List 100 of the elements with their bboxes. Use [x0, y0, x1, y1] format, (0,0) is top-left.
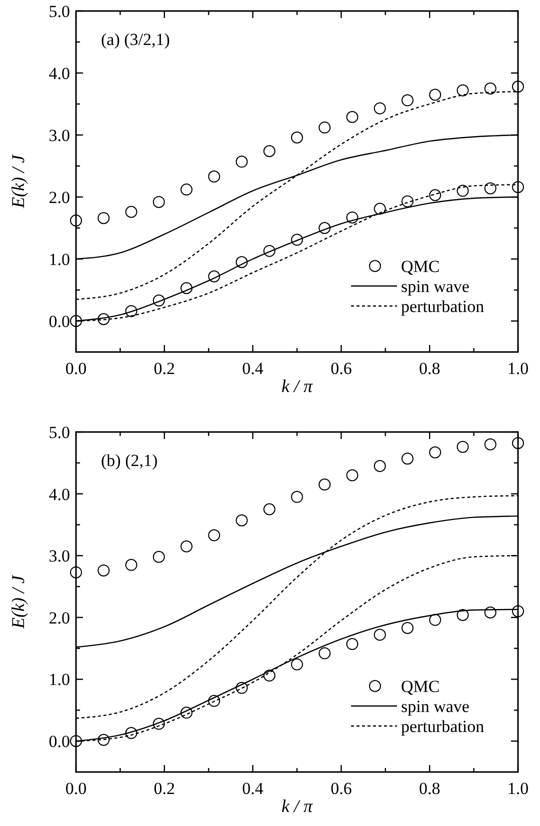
point — [70, 214, 82, 227]
legend-label: perturbation — [401, 296, 485, 316]
x-tick-label: 0.6 — [330, 779, 352, 798]
y-tick-label: 1.0 — [48, 670, 70, 690]
x-tick-label: 0.8 — [418, 779, 440, 798]
point — [346, 469, 358, 482]
point — [512, 437, 524, 450]
point — [402, 94, 414, 106]
y-tick-label: 4.0 — [48, 64, 70, 83]
point — [152, 294, 165, 307]
point — [125, 206, 138, 218]
x-tick-label: 0.2 — [154, 779, 176, 798]
point — [346, 111, 358, 124]
y-tick-label: 0.0 — [48, 312, 70, 331]
x-tick-label: 1.0 — [507, 779, 529, 798]
point — [374, 102, 386, 114]
point — [456, 608, 469, 621]
point — [484, 82, 496, 94]
point — [291, 490, 303, 503]
y-tick-label: 5.0 — [48, 2, 70, 21]
x-tick-label: 0.6 — [330, 359, 352, 378]
point — [318, 122, 331, 134]
point — [236, 514, 248, 526]
point — [208, 170, 220, 183]
point — [318, 222, 331, 234]
point — [70, 566, 82, 578]
point — [346, 211, 358, 224]
point — [98, 313, 110, 326]
point — [152, 196, 165, 208]
point — [374, 628, 386, 641]
point — [236, 256, 248, 268]
x-tick-label: 1.0 — [507, 359, 529, 378]
y-tick-label: 2.0 — [48, 608, 70, 628]
point — [429, 446, 442, 458]
point — [125, 558, 138, 571]
point — [125, 727, 138, 740]
point — [180, 706, 192, 719]
legend-label: spin wave — [401, 696, 470, 716]
y-tick-label: 0.0 — [48, 732, 70, 752]
point — [152, 550, 165, 563]
point — [263, 244, 276, 257]
y-tick-label: 3.0 — [48, 126, 70, 145]
point — [236, 156, 248, 168]
x-tick-label: 0.0 — [65, 359, 87, 378]
legend-label: QMC — [401, 676, 440, 696]
y-tick-label: 3.0 — [48, 546, 70, 566]
y-tick-label: 4.0 — [48, 484, 70, 504]
point — [429, 88, 442, 101]
text: (b) (2,1) — [101, 451, 158, 470]
point — [318, 478, 331, 491]
y-tick-label: 5.0 — [48, 422, 70, 442]
point — [180, 540, 192, 552]
point — [291, 658, 303, 670]
point — [263, 145, 276, 158]
point — [512, 181, 524, 194]
point — [346, 638, 358, 650]
point — [512, 80, 524, 93]
point — [208, 529, 220, 542]
point — [180, 282, 192, 294]
point — [456, 440, 469, 453]
point — [291, 131, 303, 144]
point — [98, 564, 110, 576]
point — [236, 682, 248, 694]
point — [208, 694, 220, 707]
x-tick-label: 0.2 — [154, 359, 176, 378]
legend-label: spin wave — [401, 276, 470, 296]
y-tick-label: 2.0 — [48, 188, 70, 207]
text: (a) (3/2,1) — [101, 30, 170, 49]
point — [291, 234, 303, 246]
legend-label: QMC — [401, 256, 440, 276]
point — [402, 622, 414, 634]
point — [512, 605, 524, 618]
point — [125, 305, 138, 318]
point — [456, 184, 469, 197]
y-tick-label: 1.0 — [48, 250, 70, 269]
point — [98, 212, 110, 224]
point — [484, 606, 496, 619]
point — [484, 182, 496, 194]
point — [456, 84, 469, 96]
point — [180, 184, 192, 196]
point — [484, 438, 496, 450]
point — [429, 189, 442, 202]
x-axis-title: k / π — [281, 796, 314, 816]
x-tick-label: 0.0 — [65, 779, 87, 798]
point — [374, 202, 386, 215]
point — [318, 647, 331, 660]
point — [374, 460, 386, 472]
point — [402, 452, 414, 465]
y-axis-title: E(k) / J — [8, 574, 28, 630]
x-axis-title: k / π — [281, 376, 314, 396]
y-axis-title: E(k) / J — [8, 154, 28, 209]
point — [429, 614, 442, 626]
x-tick-label: 0.4 — [242, 359, 264, 378]
point — [263, 503, 276, 516]
point — [98, 734, 110, 746]
legend-label: perturbation — [401, 716, 485, 736]
point — [402, 195, 414, 208]
point — [263, 670, 276, 682]
point — [152, 718, 165, 730]
point — [208, 270, 220, 282]
